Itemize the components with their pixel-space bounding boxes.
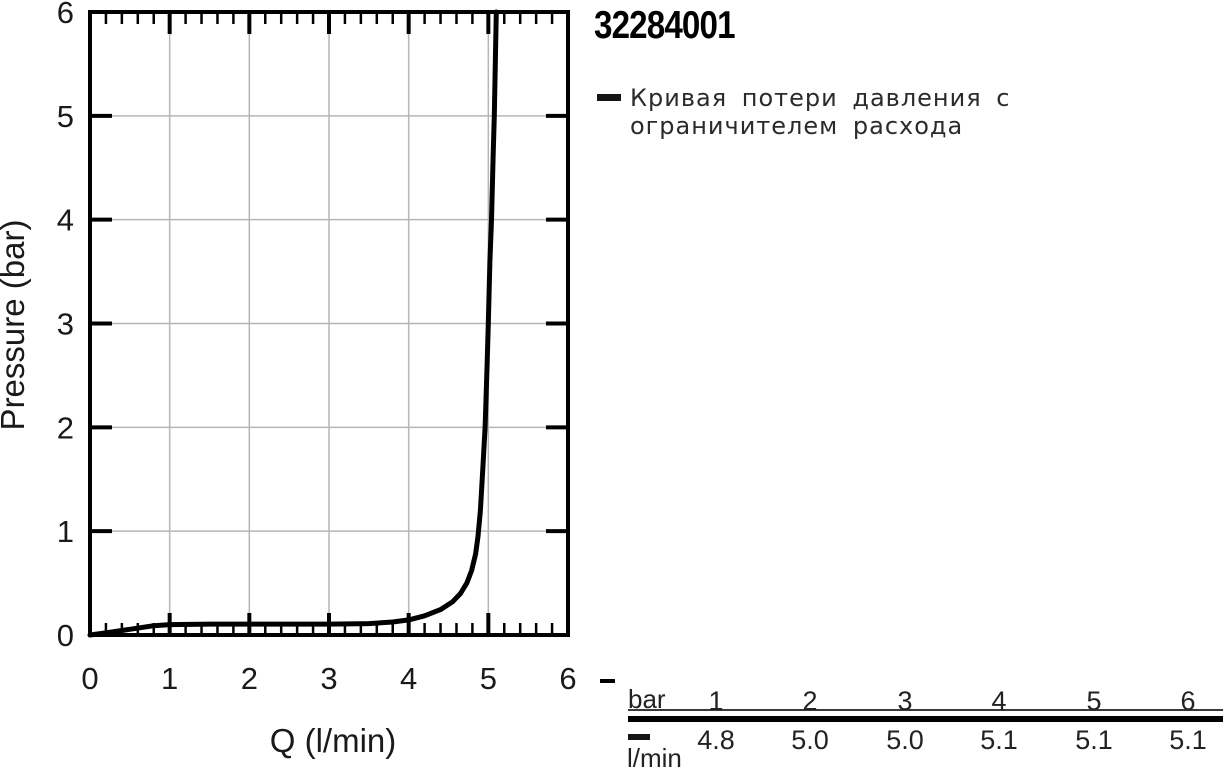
- y-tick-label: 2: [57, 410, 74, 445]
- pressure-value-cell: 5: [1086, 686, 1102, 716]
- x-tick-label: 4: [400, 661, 417, 696]
- y-tick-label: 1: [57, 514, 74, 549]
- table-row-line-marker-icon: [628, 734, 650, 740]
- pressure-value-cell: 6: [1180, 686, 1196, 716]
- x-tick-label: 6: [559, 661, 576, 696]
- y-axis-title: Pressure (bar): [0, 220, 31, 431]
- y-tick-label: 3: [57, 307, 74, 342]
- flow-value-cell: 5.0: [886, 725, 924, 755]
- stray-mark: [600, 679, 615, 683]
- table-divider-rule: [628, 716, 1223, 722]
- legend-line-marker-icon: [597, 94, 621, 101]
- y-tick-label: 6: [57, 0, 74, 30]
- pressure-loss-chart: 6 5 4 3 2 1 0 6 5 4 3 2 1 0 Q (l/min) Pressure (bar): [0, 0, 577, 759]
- x-axis-title: Q (l/min): [270, 722, 397, 759]
- flow-value-cell: 5.1: [1075, 725, 1113, 755]
- flow-value-cell: 4.8: [697, 725, 735, 755]
- x-tick-label: 2: [241, 661, 258, 696]
- flow-value-cell: 5.0: [791, 725, 829, 755]
- x-tick-label: 0: [81, 661, 98, 696]
- legend-label-line1: Кривая потери давления с: [630, 84, 1011, 112]
- pressure-value-cell: 4: [991, 686, 1007, 716]
- table-header-underline: [628, 709, 1223, 711]
- plot-border: [88, 10, 570, 637]
- legend: Кривая потери давления с ограничителем р…: [597, 84, 1010, 140]
- legend-label: Кривая потери давления с ограничителем р…: [630, 84, 1010, 140]
- pressure-value-cell: 2: [802, 686, 818, 716]
- pressure-loss-curve: [87, 9, 499, 638]
- y-tick-label: 5: [57, 99, 74, 134]
- pressure-value-cell: 1: [708, 686, 724, 716]
- table-row-label: l/min: [627, 743, 682, 767]
- x-tick-label: 1: [161, 661, 178, 696]
- legend-label-line2: ограничителем расхода: [630, 112, 964, 140]
- y-tick-label: 4: [57, 203, 74, 238]
- pressure-value-cell: 3: [897, 686, 913, 716]
- flow-value-cell: 5.1: [980, 725, 1018, 755]
- x-tick-label: 5: [480, 661, 497, 696]
- flow-table: bar l/min 1 2 3 4 5 6 4.8 5.0 5.0 5.1 5.1 5.1: [627, 684, 1223, 767]
- y-tick-label: 0: [57, 618, 74, 653]
- flow-value-cell: 5.1: [1169, 725, 1207, 755]
- x-tick-label: 3: [320, 661, 337, 696]
- product-number: 32284001: [594, 4, 736, 47]
